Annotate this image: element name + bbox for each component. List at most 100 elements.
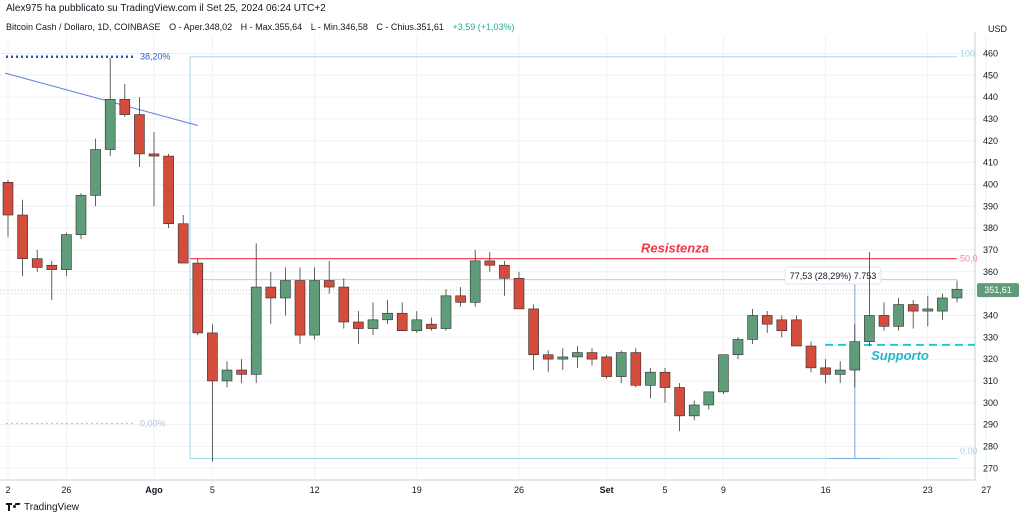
candle-body [805,345,817,369]
candle-body [426,323,437,329]
candle-body [265,286,277,299]
close-value: C - Chius.351,61 [376,22,444,32]
fib-label-top: 38,20% [140,52,171,62]
candle [674,383,685,432]
candle [250,243,262,384]
candle-body [163,155,174,225]
candle-body [46,264,58,270]
candle-body [878,315,890,327]
candle [280,267,291,316]
candle-body [75,195,87,235]
candle-body [849,341,861,371]
candle [484,252,496,272]
y-tick-label: 430 [983,114,998,124]
x-tick-label: 12 [310,485,320,495]
candle-body [90,149,101,196]
candle-body [148,153,160,157]
candle-body [586,352,598,360]
fib-label-bottom: 0,00% [140,419,166,429]
candle [907,300,919,329]
open-value: O - Aper.348,02 [169,22,233,32]
candle [61,232,72,277]
candle [90,138,101,207]
candle-body [2,181,14,216]
candle-body [674,387,685,417]
x-tick-label: 16 [821,485,831,495]
candle [528,304,539,371]
candle [718,354,729,395]
candle [221,361,233,388]
y-tick-label: 310 [983,376,998,386]
currency-label: USD [988,24,1008,34]
candle-body [499,264,510,279]
candle [455,287,466,307]
candle [294,267,306,344]
candle [323,260,335,294]
candle-body [396,312,408,332]
candle [309,267,320,340]
candle [776,315,788,338]
candle [353,311,364,344]
candle [148,132,160,207]
candle [513,271,525,310]
candle [396,302,408,332]
candle [499,260,510,296]
candle [937,293,948,320]
footer: TradingView [6,502,79,513]
candle-body [937,297,948,312]
x-tick-label: 5 [210,485,215,495]
candle [411,311,423,333]
candle-body [907,304,919,312]
x-tick-label: 23 [923,485,933,495]
candle-body [294,280,306,336]
candle-body [323,280,335,288]
candle-body [951,288,963,299]
candle-body [761,315,773,325]
candle-body [893,304,904,327]
candle [177,215,189,264]
candle [761,311,773,333]
support-label: Supporto [871,348,929,363]
x-tick-label: Ago [145,485,163,495]
x-tick-label: 2 [5,485,10,495]
candle [732,337,744,360]
y-tick-label: 320 [983,354,998,364]
candle [601,354,612,379]
candle [572,346,583,368]
candle-body [31,258,43,268]
x-tick-label: 5 [662,485,667,495]
candle-body [776,319,788,332]
candle-body [834,369,846,375]
candle [367,302,379,336]
symbol-name[interactable]: Bitcoin Cash / Dollaro, 1D, COINBASE [6,22,161,32]
candle-body [528,308,539,356]
x-tick-label: 26 [514,485,524,495]
last-price-tag [977,283,1019,298]
y-tick-label: 330 [983,332,998,342]
fib-label-right-0: 0,00 [960,446,978,456]
candle [119,84,131,117]
candle-body [309,280,320,336]
candle-body [615,352,627,377]
candle-body [192,262,204,334]
candle-body [630,352,642,386]
candle [805,341,817,373]
candle [382,300,393,325]
candle [747,308,758,344]
candle [615,350,627,384]
candle-body [382,312,393,321]
candle-body [119,99,131,115]
candle [338,278,350,329]
candle-body [236,369,247,375]
candle-body [338,286,350,323]
candle-body [922,308,934,312]
y-tick-label: 380 [983,223,998,233]
y-tick-label: 360 [983,267,998,277]
measure-label-box [784,266,882,285]
candle-body [747,315,758,340]
candle [440,289,452,331]
candle-body [134,114,145,155]
candle-body [557,356,569,360]
y-tick-label: 460 [983,48,998,58]
